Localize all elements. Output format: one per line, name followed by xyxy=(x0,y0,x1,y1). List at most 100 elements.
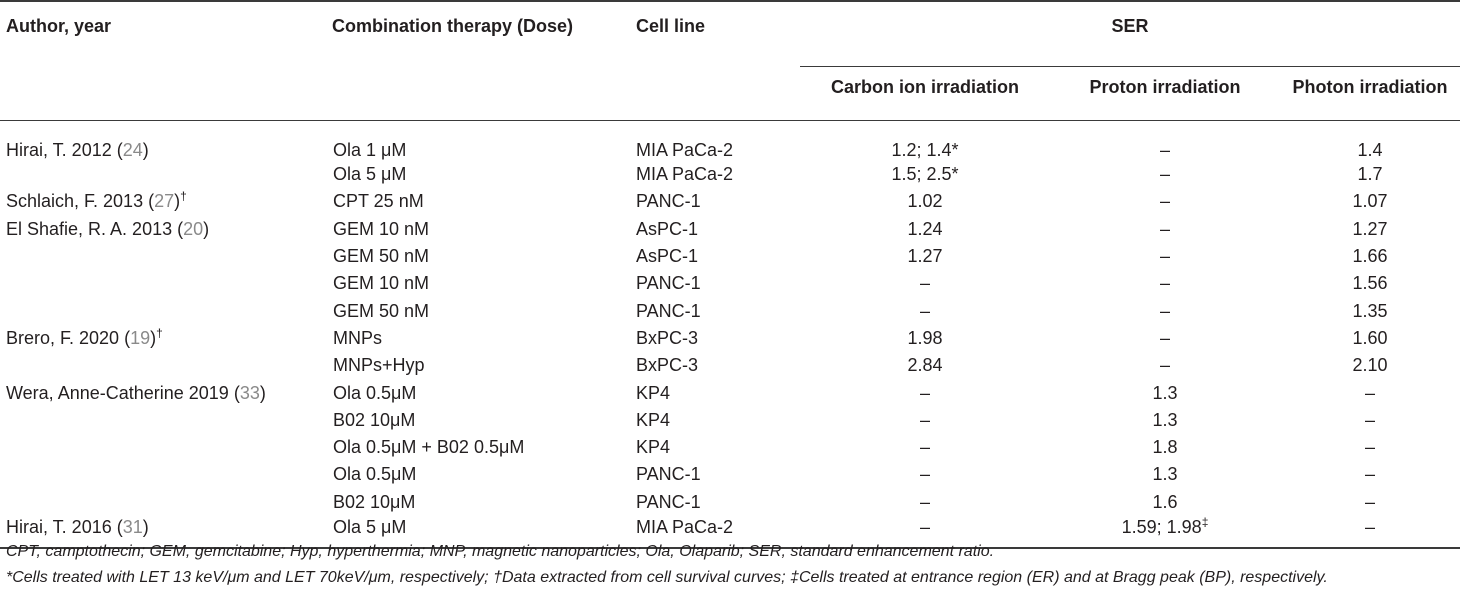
cell-author: El Shafie, R. A. 2013 (20) xyxy=(0,216,330,243)
cell-proton-text: 1.6 xyxy=(1152,491,1178,512)
author-text: Wera, Anne-Catherine 2019 ( xyxy=(6,382,240,403)
cell-proton: – xyxy=(1050,243,1280,270)
cell-photon-text: – xyxy=(1365,409,1376,430)
cell-author xyxy=(0,407,330,434)
table-row: Brero, F. 2020 (19)† MNPs BxPC-3 1.98–1.60 xyxy=(0,325,1460,352)
cell-photon: 1.4 xyxy=(1280,121,1460,162)
cell-photon-text: 1.7 xyxy=(1357,164,1383,185)
cell-photon-text: – xyxy=(1365,491,1376,512)
cell-carbon: – xyxy=(800,515,1050,549)
cell-proton: – xyxy=(1050,161,1280,188)
cell-carbon-text: 1.24 xyxy=(907,218,943,239)
header-spacer xyxy=(0,66,800,121)
cell-proton-text: 1.59; 1.98 xyxy=(1121,516,1202,537)
cell-photon: 1.07 xyxy=(1280,188,1460,215)
cell-therapy: MNPs+Hyp xyxy=(330,352,636,379)
cell-therapy: Ola 0.5μM + B02 0.5μM xyxy=(330,434,636,461)
author-text: Schlaich, F. 2013 ( xyxy=(6,191,155,212)
cell-therapy: B02 10μM xyxy=(330,489,636,516)
reference-link[interactable]: 20 xyxy=(183,218,204,239)
cell-author: Hirai, T. 2016 (31) xyxy=(0,515,330,549)
table-row: Ola 5 μM MIA PaCa-2 1.5; 2.5* – 1.7 xyxy=(0,161,1460,188)
cell-line: BxPC-3 xyxy=(636,325,800,352)
cell-photon-text: 2.10 xyxy=(1352,355,1388,376)
cell-carbon-text: 1.27 xyxy=(907,246,943,267)
cell-line: PANC-1 xyxy=(636,461,800,488)
cell-line: AsPC-1 xyxy=(636,243,800,270)
table-row: GEM 50 nM PANC-1 – – 1.35 xyxy=(0,297,1460,324)
cell-proton: – xyxy=(1050,325,1280,352)
cell-author xyxy=(0,243,330,270)
reference-link[interactable]: 24 xyxy=(122,140,143,160)
cell-proton-text: – xyxy=(1159,273,1170,294)
cell-proton-text: – xyxy=(1159,218,1170,239)
cell-carbon-text: – xyxy=(919,273,930,294)
table-row: MNPs+Hyp BxPC-3 2.84 – 2.10 xyxy=(0,352,1460,379)
cell-proton: – xyxy=(1050,216,1280,243)
cell-therapy: GEM 10 nM xyxy=(330,216,636,243)
cell-therapy: Ola 1 μM xyxy=(330,121,636,162)
cell-line: PANC-1 xyxy=(636,188,800,215)
cell-line-text: PANC-1 xyxy=(636,491,701,512)
cell-proton: – xyxy=(1050,121,1280,162)
cell-photon: 1.60 xyxy=(1280,325,1460,352)
cell-author xyxy=(0,352,330,379)
author-close: ) xyxy=(142,140,149,160)
author-text: Hirai, T. 2016 ( xyxy=(6,516,123,537)
table-row: Hirai, T. 2012 (24) Ola 1 μM MIA PaCa-2 1.2… xyxy=(0,121,1460,162)
table-row: GEM 10 nM PANC-1 – – 1.56 xyxy=(0,270,1460,297)
reference-link[interactable]: 19 xyxy=(130,327,151,348)
footnote-abbreviations: CPT, camptothecin; GEM, gemcitabine; Hyp… xyxy=(6,543,995,560)
table-row: B02 10μM PANC-1 – 1.6 – xyxy=(0,489,1460,516)
footnote-mark: † xyxy=(156,325,163,340)
table-row: El Shafie, R. A. 2013 (20) GEM 10 nM AsPC-… xyxy=(0,216,1460,243)
cell-carbon: 1.98 xyxy=(800,325,1050,352)
table-row: Hirai, T. 2016 (31) Ola 5 μM MIA PaCa-2–1.… xyxy=(0,515,1460,549)
reference-link[interactable]: 31 xyxy=(122,516,143,537)
cell-therapy-text: B02 10μM xyxy=(333,409,416,430)
cell-author: Hirai, T. 2012 (24) xyxy=(0,121,330,162)
cell-carbon-text: – xyxy=(919,300,930,321)
author-close: ) xyxy=(142,516,149,537)
cell-therapy: GEM 50 nM xyxy=(330,297,636,324)
cell-line: MIA PaCa-2 xyxy=(636,161,800,188)
reference-link[interactable]: 33 xyxy=(239,382,260,403)
cell-proton: 1.8 xyxy=(1050,434,1280,461)
cell-photon-text: 1.56 xyxy=(1352,273,1388,294)
cell-line: AsPC-1 xyxy=(636,216,800,243)
header-ser: SER xyxy=(800,0,1460,67)
cell-carbon-text: – xyxy=(919,491,930,512)
cell-therapy-text: Ola 1 μM xyxy=(333,140,407,160)
cell-therapy: CPT 25 nM xyxy=(330,188,636,215)
cell-photon: – xyxy=(1280,461,1460,488)
cell-carbon: 1.02 xyxy=(800,188,1050,215)
cell-line-text: KP4 xyxy=(636,409,671,430)
cell-carbon-text: – xyxy=(919,464,930,485)
author-close: ) xyxy=(150,327,157,348)
cell-line-text: AsPC-1 xyxy=(636,218,699,239)
cell-line-text: PANC-1 xyxy=(636,191,701,212)
cell-line-text: MIA PaCa-2 xyxy=(636,140,734,160)
cell-therapy-text: Ola 0.5μM xyxy=(333,464,417,485)
author-close: ) xyxy=(259,382,266,403)
cell-therapy-text: CPT 25 nM xyxy=(333,191,424,212)
cell-photon: 2.10 xyxy=(1280,352,1460,379)
cell-therapy-text: Ola 0.5μM xyxy=(333,382,417,403)
cell-proton-text: 1.3 xyxy=(1152,409,1178,430)
cell-carbon-text: – xyxy=(919,516,930,537)
cell-carbon-text: 1.5; 2.5* xyxy=(891,164,959,185)
cell-carbon: – xyxy=(800,270,1050,297)
cell-proton-text: – xyxy=(1159,355,1170,376)
cell-photon-text: – xyxy=(1365,382,1376,403)
header-cell-line: Cell line xyxy=(636,0,800,67)
cell-photon: 1.66 xyxy=(1280,243,1460,270)
cell-carbon-text: – xyxy=(919,437,930,458)
header-combination-therapy: Combination therapy (Dose) xyxy=(330,0,636,67)
reference-link[interactable]: 27 xyxy=(154,191,175,212)
cell-proton: 1.3 xyxy=(1050,461,1280,488)
author-text: El Shafie, R. A. 2013 ( xyxy=(6,218,184,239)
cell-proton-text: – xyxy=(1159,164,1170,185)
cell-photon: – xyxy=(1280,489,1460,516)
cell-proton: 1.3 xyxy=(1050,407,1280,434)
